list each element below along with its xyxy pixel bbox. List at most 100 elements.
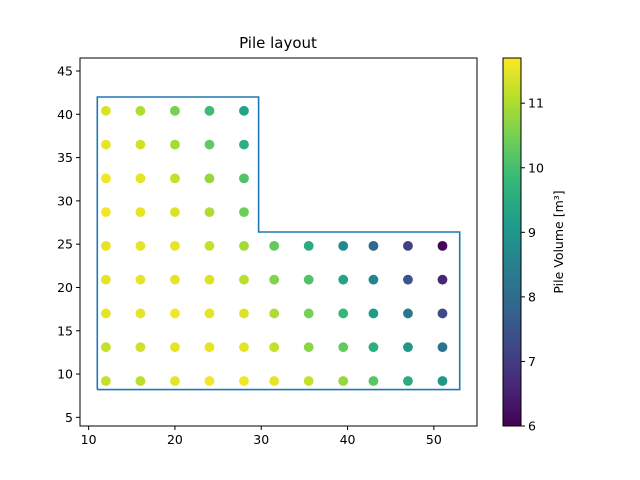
colorbar-frame [502, 57, 522, 427]
footprint-outline [96, 96, 461, 391]
pile-point [239, 173, 249, 184]
pile-point [269, 308, 280, 319]
pile-point [204, 240, 215, 251]
x-tick-label: 20 [167, 432, 183, 447]
pile-point [170, 376, 180, 386]
axes-frame [79, 57, 478, 427]
x-tick-label: 40 [340, 432, 356, 447]
pile-point [303, 342, 314, 353]
pile-point [204, 308, 215, 319]
pile-point [204, 173, 215, 184]
pile-point [403, 376, 413, 386]
pile-point [170, 240, 180, 251]
pile-point [239, 342, 249, 353]
pile-point [368, 240, 379, 251]
pile-point [338, 376, 349, 386]
pile-point [239, 274, 249, 285]
pile-point [368, 376, 379, 386]
pile-point [135, 207, 146, 218]
pile-point [100, 139, 111, 150]
pile-point [170, 274, 180, 285]
pile-point [303, 308, 314, 319]
pile-point [100, 105, 111, 116]
colorbar-tick-label: 11 [528, 96, 544, 111]
pile-point [269, 376, 280, 386]
x-tick-label: 10 [81, 432, 97, 447]
pile-point [100, 342, 111, 353]
pile-point [437, 376, 448, 386]
colorbar-gradient [503, 58, 521, 426]
pile-point [368, 342, 379, 353]
pile-point [170, 173, 180, 184]
colorbar-tick-label: 9 [528, 225, 536, 240]
pile-point [403, 308, 413, 319]
pile-point [437, 342, 448, 353]
pile-point [269, 240, 280, 251]
pile-point [135, 105, 146, 116]
y-tick-label: 40 [57, 107, 73, 122]
pile-point [239, 105, 249, 116]
pile-point [204, 105, 215, 116]
pile-point [170, 308, 180, 319]
chart-title: Pile layout [239, 34, 317, 52]
pile-point [403, 342, 413, 353]
pile-point [239, 207, 249, 218]
y-tick-label: 35 [57, 150, 73, 165]
pile-point [239, 308, 249, 319]
pile-point [403, 240, 413, 251]
colorbar-tick-label: 7 [528, 354, 536, 369]
pile-point [269, 342, 280, 353]
pile-point [338, 274, 349, 285]
pile-point [170, 207, 180, 218]
pile-point [303, 240, 314, 251]
pile-point [135, 274, 146, 285]
pile-point [239, 240, 249, 251]
plot-area: 10 20 30 40 50 5 10 15 20 25 30 35 40 45 [57, 57, 478, 447]
pile-point [135, 376, 146, 386]
colorbar-tick-label: 6 [528, 419, 536, 434]
pile-point [135, 308, 146, 319]
pile-point [100, 207, 111, 218]
pile-point [135, 342, 146, 353]
pile-point [239, 139, 249, 150]
pile-point [135, 139, 146, 150]
pile-point [338, 240, 349, 251]
pile-point [204, 274, 215, 285]
colorbar: Pile Volume [m³] 6 7 8 9 10 11 [502, 57, 566, 434]
pile-point [204, 376, 215, 386]
colorbar-tick-label: 10 [528, 160, 544, 175]
y-tick-label: 20 [57, 280, 73, 295]
x-tick-label: 30 [253, 432, 269, 447]
x-tick-label: 50 [426, 432, 442, 447]
y-tick-label: 5 [65, 410, 73, 425]
pile-point [303, 376, 314, 386]
pile-point [368, 274, 379, 285]
y-tick-label: 45 [57, 63, 73, 78]
y-tick-label: 15 [57, 323, 73, 338]
pile-point [170, 105, 180, 116]
pile-point [204, 342, 215, 353]
pile-point [135, 173, 146, 184]
pile-point [303, 274, 314, 285]
pile-point [368, 308, 379, 319]
pile-point [204, 207, 215, 218]
y-tick-label: 25 [57, 237, 73, 252]
y-tick-label: 10 [57, 367, 73, 382]
pile-point [100, 240, 111, 251]
y-tick-label: 30 [57, 193, 73, 208]
pile-point [204, 139, 215, 150]
pile-point [338, 342, 349, 353]
colorbar-tick-label: 8 [528, 289, 536, 304]
pile-point [269, 274, 280, 285]
pile-point [403, 274, 413, 285]
pile-point [100, 308, 111, 319]
pile-point [135, 240, 146, 251]
pile-point [437, 274, 448, 285]
pile-point [100, 376, 111, 386]
colorbar-label: Pile Volume [m³] [551, 190, 566, 293]
pile-point [170, 342, 180, 353]
pile-point [100, 173, 111, 184]
pile-point [100, 274, 111, 285]
pile-point [338, 308, 349, 319]
